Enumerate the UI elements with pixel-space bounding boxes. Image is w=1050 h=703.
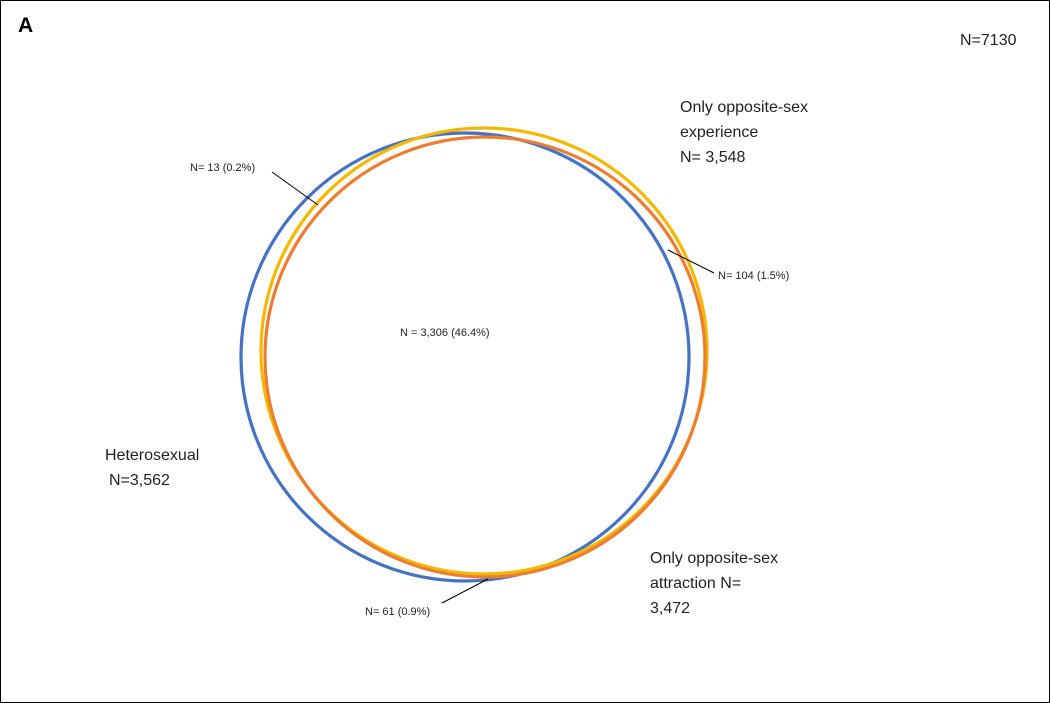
circle-experience xyxy=(259,126,709,576)
label-experience: Only opposite-sex experience N= 3,548 xyxy=(680,95,808,170)
region-het-att-label: N= 61 (0.9%) xyxy=(365,606,431,618)
region-het-only-label: N= 13 (0.2%) xyxy=(190,162,256,174)
label-heterosexual: Heterosexual N=3,562 xyxy=(105,443,199,493)
circle-heterosexual xyxy=(239,131,691,583)
leader-line-het-only xyxy=(271,171,319,206)
label-attraction-line2: attraction N= xyxy=(650,575,742,592)
circle-attraction xyxy=(263,135,707,579)
leader-line-het-att xyxy=(441,578,489,604)
panel-label: A xyxy=(18,14,34,37)
label-heterosexual-line1: Heterosexual xyxy=(105,447,200,464)
total-count: N=7130 xyxy=(960,32,1017,49)
region-exp-att-label: N= 104 (1.5%) xyxy=(718,270,790,282)
label-experience-line2: experience xyxy=(680,124,759,141)
label-experience-line1: Only opposite-sex xyxy=(680,99,809,116)
leader-line-exp-att xyxy=(667,249,715,274)
label-attraction-count: 3,472 xyxy=(650,600,691,617)
label-experience-count: N= 3,548 xyxy=(680,149,746,166)
label-attraction-line1: Only opposite-sex xyxy=(650,550,779,567)
label-attraction: Only opposite-sex attraction N= 3,472 xyxy=(650,546,778,621)
label-heterosexual-count: N=3,562 xyxy=(109,472,170,489)
region-all-three-label: N = 3,306 (46.4%) xyxy=(400,327,490,339)
